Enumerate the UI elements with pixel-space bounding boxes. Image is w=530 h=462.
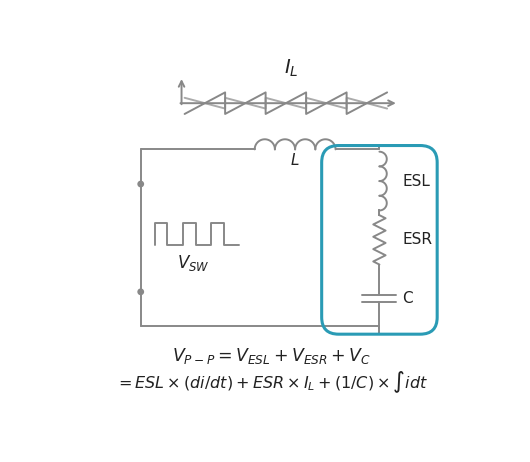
- Text: $I_L$: $I_L$: [284, 58, 298, 79]
- Text: ESR: ESR: [402, 232, 432, 247]
- Text: $V_{P-P} = V_{ESL} + V_{ESR} + V_C$: $V_{P-P} = V_{ESL} + V_{ESR} + V_C$: [172, 346, 371, 366]
- Text: C: C: [402, 291, 413, 306]
- Text: $V_{SW}$: $V_{SW}$: [177, 253, 209, 273]
- Circle shape: [138, 289, 144, 295]
- Circle shape: [138, 181, 144, 187]
- Text: ESL: ESL: [402, 174, 430, 188]
- Text: $L$: $L$: [290, 152, 299, 169]
- Text: $= ESL \times (di/dt) + ESR \times I_L + (1/C) \times \int idt$: $= ESL \times (di/dt) + ESR \times I_L +…: [115, 369, 428, 395]
